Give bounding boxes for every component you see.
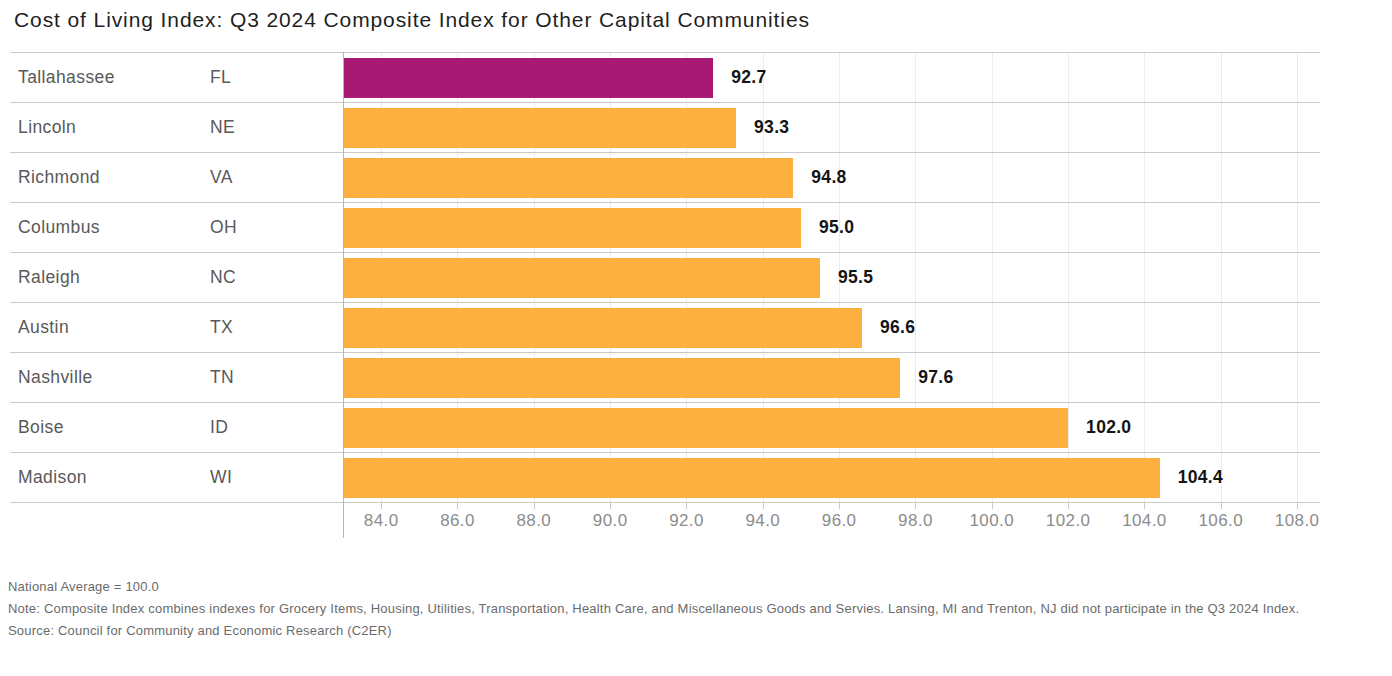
bar-value-label: 95.0 [819,217,854,238]
x-axis-ticks: 84.0 86.0 88.0 90.0 92.0 94.0 96.0 98.0 100.0 102… [343,511,1320,537]
city-label: Tallahassee [10,53,210,102]
bar [343,458,1160,498]
city-label: Nashville [10,353,210,402]
chart-title: Cost of Living Index: Q3 2024 Composite … [14,8,810,32]
state-label: FL [210,53,343,102]
chart-table: TallahasseeFL 92.7 LincolnNE 93.3 RichmondVA… [10,52,1320,504]
bar-value-label: 102.0 [1086,417,1131,438]
tick-mark [915,502,916,509]
bar-cell: 104.4 [343,453,1320,502]
x-tick-label: 104.0 [1122,511,1167,531]
bar-cell: 92.7 [343,53,1320,102]
chart-rows: TallahasseeFL 92.7 LincolnNE 93.3 RichmondVA… [10,53,1320,503]
bar-cell: 93.3 [343,103,1320,152]
bar [343,108,736,148]
state-label: NC [210,253,343,302]
x-tick-label: 90.0 [593,511,628,531]
state-label: TN [210,353,343,402]
chart-row: BoiseID 102.0 [10,403,1320,453]
x-tick-label: 102.0 [1046,511,1091,531]
chart-row: RichmondVA 94.8 [10,153,1320,203]
x-tick-label: 88.0 [516,511,551,531]
bar-value-label: 97.6 [918,367,953,388]
chart-row: NashvilleTN 97.6 [10,353,1320,403]
state-label: TX [210,303,343,352]
composite-index-note: Note: Composite Index combines indexes f… [8,598,1338,620]
tick-mark [1297,502,1298,509]
bar-cell: 97.6 [343,353,1320,402]
chart-page: Cost of Living Index: Q3 2024 Composite … [0,0,1392,676]
x-tick-label: 106.0 [1198,511,1243,531]
chart-row: MadisonWI 104.4 [10,453,1320,503]
tick-mark [992,502,993,509]
bar-value-label: 95.5 [838,267,873,288]
chart-row: LincolnNE 93.3 [10,103,1320,153]
highlight-bar [343,58,713,98]
tick-mark [610,502,611,509]
city-label: Raleigh [10,253,210,302]
bar-cell: 95.5 [343,253,1320,302]
footer-notes: National Average = 100.0 Note: Composite… [8,576,1338,642]
tick-mark [1221,502,1222,509]
x-tick-label: 96.0 [822,511,857,531]
city-label: Richmond [10,153,210,202]
x-tick-label: 94.0 [745,511,780,531]
chart-row: ColumbusOH 95.0 [10,203,1320,253]
bar-value-label: 104.4 [1178,467,1223,488]
bar-cell: 95.0 [343,203,1320,252]
bar-value-label: 93.3 [754,117,789,138]
bar-value-label: 92.7 [731,67,766,88]
city-label: Lincoln [10,103,210,152]
tick-mark [381,502,382,509]
bar [343,408,1068,448]
tick-mark [457,502,458,509]
state-label: ID [210,403,343,452]
x-tick-label: 84.0 [364,511,399,531]
tick-mark [839,502,840,509]
x-tick-label: 100.0 [970,511,1015,531]
x-tick-label: 98.0 [898,511,933,531]
state-label: WI [210,453,343,502]
bar [343,308,862,348]
x-tick-label: 92.0 [669,511,704,531]
city-label: Boise [10,403,210,452]
state-label: VA [210,153,343,202]
state-label: OH [210,203,343,252]
y-axis-line [343,52,344,538]
city-label: Columbus [10,203,210,252]
bar-value-label: 94.8 [811,167,846,188]
bar [343,358,900,398]
city-label: Austin [10,303,210,352]
source-note: Source: Council for Community and Econom… [8,620,1338,642]
bar [343,258,820,298]
bar-cell: 102.0 [343,403,1320,452]
x-tick-label: 86.0 [440,511,475,531]
tick-mark [534,502,535,509]
tick-mark [1144,502,1145,509]
x-tick-label: 108.0 [1275,511,1320,531]
bar [343,208,801,248]
city-label: Madison [10,453,210,502]
bar-cell: 96.6 [343,303,1320,352]
tick-mark [1068,502,1069,509]
bar [343,158,793,198]
chart-row: AustinTX 96.6 [10,303,1320,353]
tick-mark [686,502,687,509]
bar-value-label: 96.6 [880,317,915,338]
chart-row: TallahasseeFL 92.7 [10,53,1320,103]
tick-mark [763,502,764,509]
bar-cell: 94.8 [343,153,1320,202]
chart-row: RaleighNC 95.5 [10,253,1320,303]
state-label: NE [210,103,343,152]
national-average-note: National Average = 100.0 [8,576,1338,598]
